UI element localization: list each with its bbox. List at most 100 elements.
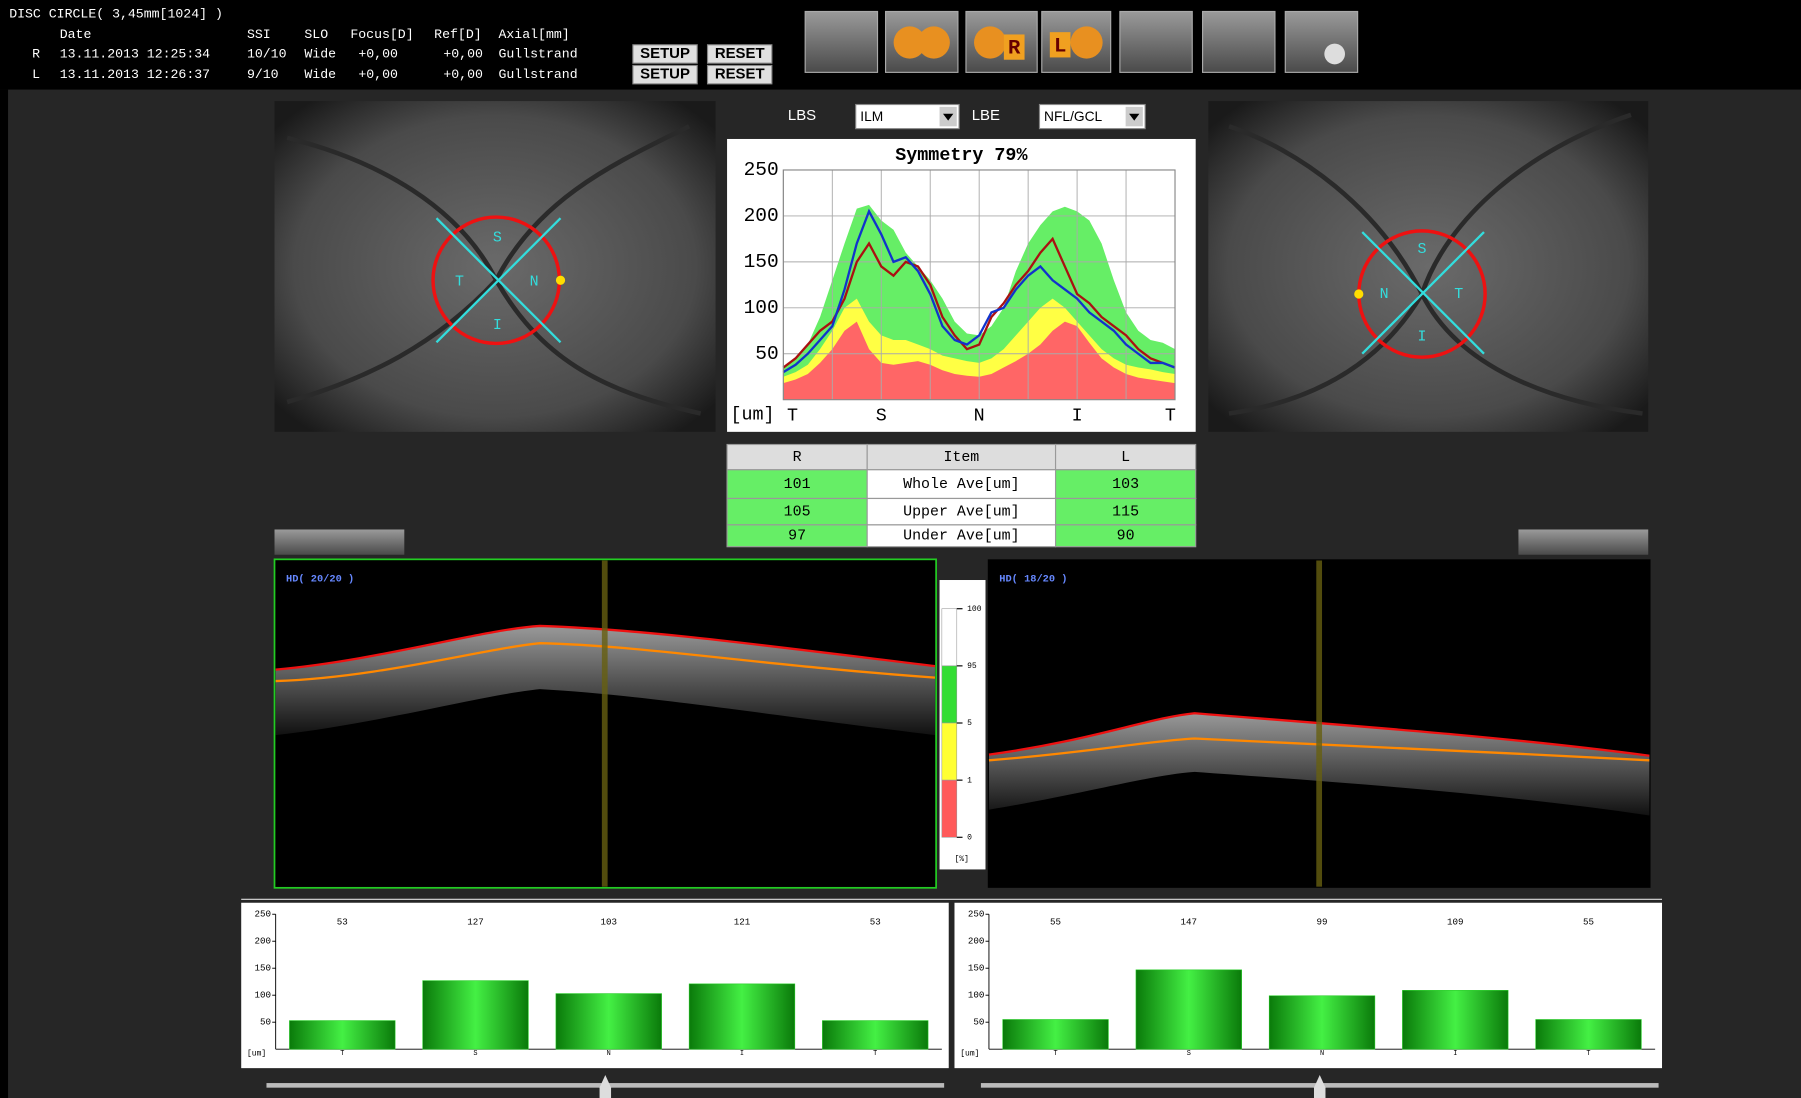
slider-knob[interactable] bbox=[1313, 1075, 1326, 1098]
header-column: Ref[D] bbox=[434, 27, 481, 42]
thickness-line bbox=[782, 236, 1176, 369]
scale-band bbox=[941, 665, 958, 724]
bar bbox=[688, 983, 796, 1050]
value-label: 53 bbox=[870, 917, 881, 928]
slider-knob[interactable] bbox=[599, 1075, 612, 1098]
ilm-line bbox=[275, 624, 936, 671]
y-tick-label: 50 bbox=[755, 343, 778, 365]
setup-button[interactable] bbox=[632, 64, 698, 85]
nfl-line bbox=[275, 642, 936, 683]
scale-band bbox=[941, 608, 958, 667]
export-button[interactable] bbox=[1202, 10, 1276, 73]
header-cell: R bbox=[32, 46, 40, 61]
icon-eye bbox=[974, 26, 1007, 59]
scan-axis bbox=[1361, 231, 1485, 355]
fundus-label: I bbox=[1417, 329, 1426, 345]
fundus-label: N bbox=[1380, 287, 1389, 303]
icon-eye bbox=[893, 26, 926, 59]
header-column: Date bbox=[60, 27, 92, 42]
start-marker bbox=[555, 275, 566, 285]
table-cell-bg bbox=[866, 497, 1057, 526]
reset-button[interactable] bbox=[706, 44, 773, 64]
y-tick-label: 50 bbox=[260, 1017, 271, 1028]
table-cell: 103 bbox=[1112, 477, 1139, 493]
vessel bbox=[286, 124, 702, 416]
icon-plus bbox=[1324, 43, 1346, 65]
y-tick-label: 150 bbox=[255, 963, 272, 974]
x-tick-label: N bbox=[607, 1050, 611, 1058]
header-cell: 9/10 bbox=[247, 67, 279, 82]
left-edge bbox=[0, 89, 9, 1098]
y-tick-label: 200 bbox=[255, 936, 272, 947]
bar bbox=[1002, 1019, 1109, 1050]
bscan-label: HD( 18/20 ) bbox=[999, 574, 1067, 586]
table-header: R bbox=[793, 450, 802, 466]
bar bbox=[1535, 1019, 1642, 1050]
bscan-left: HD( 20/20 ) bbox=[273, 558, 937, 889]
header-cell: +0,00 bbox=[443, 46, 483, 61]
fundus-left: S T N I bbox=[274, 101, 716, 432]
x-tick-label: T bbox=[340, 1050, 344, 1058]
scan-button[interactable] bbox=[1119, 10, 1193, 73]
x-tick-label: I bbox=[740, 1050, 744, 1058]
fundus-label: T bbox=[455, 274, 464, 290]
header-column: SLO bbox=[304, 27, 328, 42]
save-button[interactable] bbox=[1284, 10, 1359, 73]
table-cell: 105 bbox=[784, 505, 811, 521]
lbe-label: LBE bbox=[972, 107, 1000, 124]
fundus-label: I bbox=[493, 318, 502, 334]
header-column: Axial[mm] bbox=[498, 27, 569, 42]
setup-label: SETUP bbox=[640, 66, 690, 83]
icon-letter-bg bbox=[1049, 32, 1071, 58]
x-tick-label: N bbox=[974, 406, 985, 427]
bscan-tools-left[interactable] bbox=[274, 529, 405, 555]
y-tick-label: 100 bbox=[744, 297, 779, 319]
header-title: DISC CIRCLE( 3,45mm[1024] ) bbox=[9, 6, 223, 21]
x-tick-label: N bbox=[1320, 1050, 1324, 1058]
reset-button[interactable] bbox=[706, 64, 773, 85]
header-cell: 13.11.2013 12:26:37 bbox=[60, 67, 210, 82]
scale-label: 0 bbox=[967, 833, 972, 842]
header-cell: 10/10 bbox=[247, 46, 287, 61]
bar bbox=[422, 980, 529, 1050]
header-cell: Wide bbox=[304, 67, 336, 82]
header-cell: +0,00 bbox=[443, 67, 483, 82]
toolbar: R L bbox=[804, 10, 1359, 73]
table-cell-bg bbox=[1054, 524, 1197, 548]
table-header: Item bbox=[943, 450, 979, 466]
scan-axis bbox=[435, 217, 562, 344]
y-tick-label: 250 bbox=[255, 909, 272, 920]
reset-label: RESET bbox=[715, 66, 765, 83]
y-axis-unit: [um] bbox=[960, 1049, 979, 1058]
bar bbox=[289, 1020, 396, 1050]
scan-position bbox=[1316, 560, 1323, 887]
nfl-line bbox=[988, 737, 1650, 762]
setup-button[interactable] bbox=[632, 44, 698, 64]
toolbar-label: L bbox=[1054, 35, 1066, 58]
print-button[interactable] bbox=[804, 10, 879, 73]
y-tick-label: 200 bbox=[744, 205, 779, 227]
table-cell: Under Ave[um] bbox=[903, 529, 1019, 545]
value-label: 53 bbox=[337, 917, 348, 928]
value-label: 103 bbox=[600, 917, 617, 928]
x-tick-label: T bbox=[1586, 1050, 1590, 1058]
value-label: 55 bbox=[1050, 917, 1061, 928]
header-cell: 13.11.2013 12:25:34 bbox=[60, 46, 210, 61]
icon-eye bbox=[917, 26, 950, 59]
x-tick-label: I bbox=[1072, 406, 1083, 427]
table-cell: 90 bbox=[1117, 529, 1135, 545]
icon-letter-bg bbox=[1003, 34, 1025, 60]
x-tick-label: T bbox=[1165, 406, 1176, 427]
scale-unit: [%] bbox=[954, 855, 968, 864]
scale-band bbox=[941, 779, 958, 838]
y-tick-label: 100 bbox=[968, 990, 985, 1001]
bscan-right: HD( 18/20 ) bbox=[987, 559, 1651, 888]
y-tick-label: 250 bbox=[968, 909, 985, 920]
bscan-tools-right[interactable] bbox=[1518, 529, 1649, 555]
bscan-toolbar bbox=[274, 529, 1649, 555]
table-cell-bg bbox=[1054, 469, 1197, 500]
x-tick-label: S bbox=[1187, 1050, 1191, 1058]
x-tick-label: T bbox=[787, 406, 798, 427]
table-cell: Upper Ave[um] bbox=[903, 505, 1019, 521]
